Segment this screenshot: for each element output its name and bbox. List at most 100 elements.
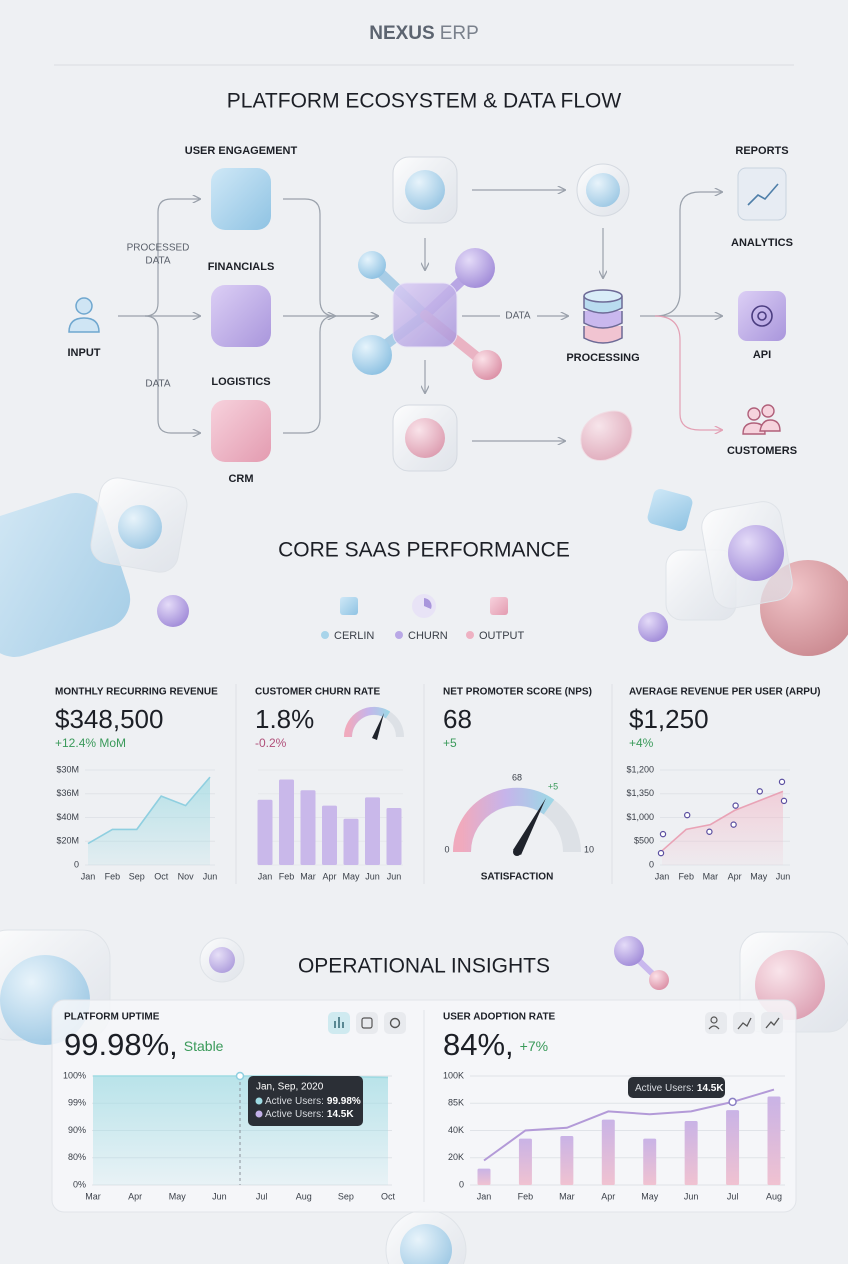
bar bbox=[518, 1138, 532, 1185]
node-label: LOGISTICS bbox=[211, 376, 270, 388]
brand-product: ERP bbox=[440, 23, 479, 44]
x-tick-label: Feb bbox=[518, 1191, 534, 1201]
x-tick-label: Jul bbox=[256, 1191, 268, 1201]
y-tick-label: 0% bbox=[73, 1179, 86, 1189]
kpi-row: MONTHLY RECURRING REVENUE $348,500 +12.4% … bbox=[55, 687, 821, 883]
legend-icons bbox=[340, 594, 508, 618]
settings-button[interactable] bbox=[384, 1012, 406, 1034]
edge-label: DATA bbox=[145, 379, 171, 390]
bar bbox=[257, 799, 273, 865]
y-tick-label: 0 bbox=[74, 859, 79, 869]
point bbox=[684, 811, 691, 819]
decor-shape bbox=[647, 489, 693, 531]
insight-cards: PLATFORM UPTIME 99.98%, Stable 100% 99% 90% 80… bbox=[63, 1012, 785, 1201]
node-label: USER ENGAGEMENT bbox=[185, 145, 298, 157]
edge-label: PROCESSED bbox=[127, 243, 190, 254]
tooltip-row: Active Users: 14.5K bbox=[265, 1109, 354, 1120]
tooltip-row: Active Users: 14.5K bbox=[635, 1083, 724, 1094]
section-title: PLATFORM ECOSYSTEM & DATA FLOW bbox=[227, 90, 622, 113]
section-title: OPERATIONAL INSIGHTS bbox=[298, 955, 550, 978]
edge-label: DATA bbox=[145, 256, 171, 267]
decor-shape bbox=[157, 595, 189, 627]
kpi-change: +4% bbox=[629, 736, 654, 750]
x-tick-label: May bbox=[342, 871, 360, 881]
tooltip-label: Active Users: bbox=[265, 1109, 324, 1120]
y-tick-label: 100% bbox=[63, 1070, 86, 1080]
card-title: USER ADOPTION RATE bbox=[443, 1012, 556, 1023]
kpi-value: 1.8% bbox=[255, 704, 314, 734]
tooltip-swatch bbox=[255, 1110, 263, 1118]
x-tick-label: Jun bbox=[365, 871, 380, 881]
y-tick-label: 20K bbox=[448, 1152, 464, 1162]
hover-point bbox=[235, 1071, 245, 1081]
brand-name: NEXUS bbox=[369, 23, 434, 44]
x-tick-label: Apr bbox=[601, 1191, 615, 1201]
tooltip-value: 14.5K bbox=[697, 1083, 724, 1094]
bar bbox=[601, 1119, 615, 1185]
x-tick-label: Nov bbox=[178, 871, 195, 881]
line bbox=[87, 776, 211, 845]
x-tick-label: Sep bbox=[129, 871, 145, 881]
area bbox=[662, 791, 783, 865]
line bbox=[483, 1088, 775, 1162]
kpi-change: +5 bbox=[443, 736, 457, 750]
bar bbox=[300, 790, 316, 865]
x-tick-label: May bbox=[750, 871, 768, 881]
y-tick-label: 0 bbox=[459, 1179, 464, 1189]
gauge-delta: +5 bbox=[548, 781, 558, 791]
x-tick-label: May bbox=[641, 1191, 659, 1201]
bar bbox=[767, 1096, 781, 1185]
bar bbox=[322, 805, 337, 865]
hover-point bbox=[728, 1097, 737, 1107]
node-label: FINANCIALS bbox=[208, 261, 275, 273]
tooltip bbox=[628, 1077, 725, 1098]
card-value: 84%, +7% bbox=[443, 1027, 548, 1062]
node-label: API bbox=[753, 349, 771, 361]
card-title: PLATFORM UPTIME bbox=[64, 1012, 160, 1023]
node-label: CUSTOMERS bbox=[727, 445, 797, 457]
legend-label: OUTPUT bbox=[479, 630, 525, 642]
node-label: INPUT bbox=[68, 347, 101, 359]
kpi-separators bbox=[235, 684, 613, 884]
point bbox=[730, 821, 737, 828]
users-button[interactable] bbox=[705, 1012, 727, 1034]
x-tick-label: Aug bbox=[766, 1191, 782, 1201]
bar bbox=[386, 808, 402, 865]
bar bbox=[684, 1120, 698, 1185]
y-tick-label: $30M bbox=[56, 764, 79, 774]
x-tick-label: Feb bbox=[279, 871, 295, 881]
kpi-title: NET PROMOTER SCORE (NPS) bbox=[443, 687, 592, 698]
nps-gauge bbox=[452, 787, 581, 856]
y-tick-label: $1,200 bbox=[626, 764, 654, 774]
node-label: REPORTS bbox=[735, 145, 788, 157]
tooltip-value: 99.98% bbox=[327, 1096, 361, 1107]
point bbox=[659, 830, 667, 838]
bar bbox=[477, 1168, 491, 1185]
x-tick-label: Jun bbox=[212, 1191, 227, 1201]
x-tick-label: Mar bbox=[559, 1191, 575, 1201]
x-tick-label: Mar bbox=[703, 871, 719, 881]
x-tick-label: Oct bbox=[381, 1191, 396, 1201]
node-label: ANALYTICS bbox=[731, 237, 793, 249]
expand-button[interactable] bbox=[356, 1012, 378, 1034]
gauge-min: 0 bbox=[444, 844, 449, 854]
legend: CERLIN CHURN OUTPUT bbox=[321, 630, 525, 642]
decor-shape bbox=[649, 970, 669, 990]
legend-swatch bbox=[466, 631, 474, 639]
tooltip-label: Active Users: bbox=[635, 1083, 694, 1094]
churn-gauge bbox=[343, 706, 404, 740]
gauge-max: 10 bbox=[584, 844, 594, 854]
y-tick-label: 85K bbox=[448, 1098, 464, 1108]
x-tick-label: Sep bbox=[338, 1191, 354, 1201]
bar bbox=[343, 818, 359, 865]
x-tick-label: Apr bbox=[128, 1191, 142, 1201]
area bbox=[88, 777, 210, 865]
x-tick-label: Feb bbox=[105, 871, 121, 881]
y-tick-label: 90% bbox=[68, 1125, 86, 1135]
kpi-value: $348,500 bbox=[55, 704, 163, 734]
y-tick-label: $20M bbox=[56, 836, 79, 846]
kpi-title: MONTHLY RECURRING REVENUE bbox=[55, 687, 218, 698]
x-tick-label: Oct bbox=[154, 871, 169, 881]
x-tick-label: Apr bbox=[728, 871, 742, 881]
y-tick-label: $1,000 bbox=[626, 812, 654, 822]
